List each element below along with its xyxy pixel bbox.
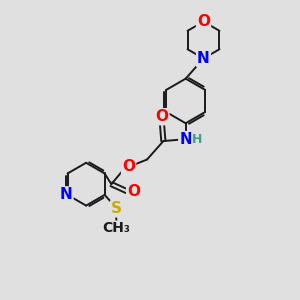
Text: N: N: [60, 188, 73, 202]
Text: O: O: [197, 14, 210, 29]
Text: N: N: [179, 132, 192, 147]
Text: H: H: [192, 133, 202, 146]
Text: O: O: [127, 184, 140, 199]
Text: O: O: [122, 159, 135, 174]
Text: N: N: [197, 51, 210, 66]
Text: CH₃: CH₃: [103, 221, 130, 235]
Text: S: S: [111, 201, 122, 216]
Text: O: O: [155, 109, 168, 124]
